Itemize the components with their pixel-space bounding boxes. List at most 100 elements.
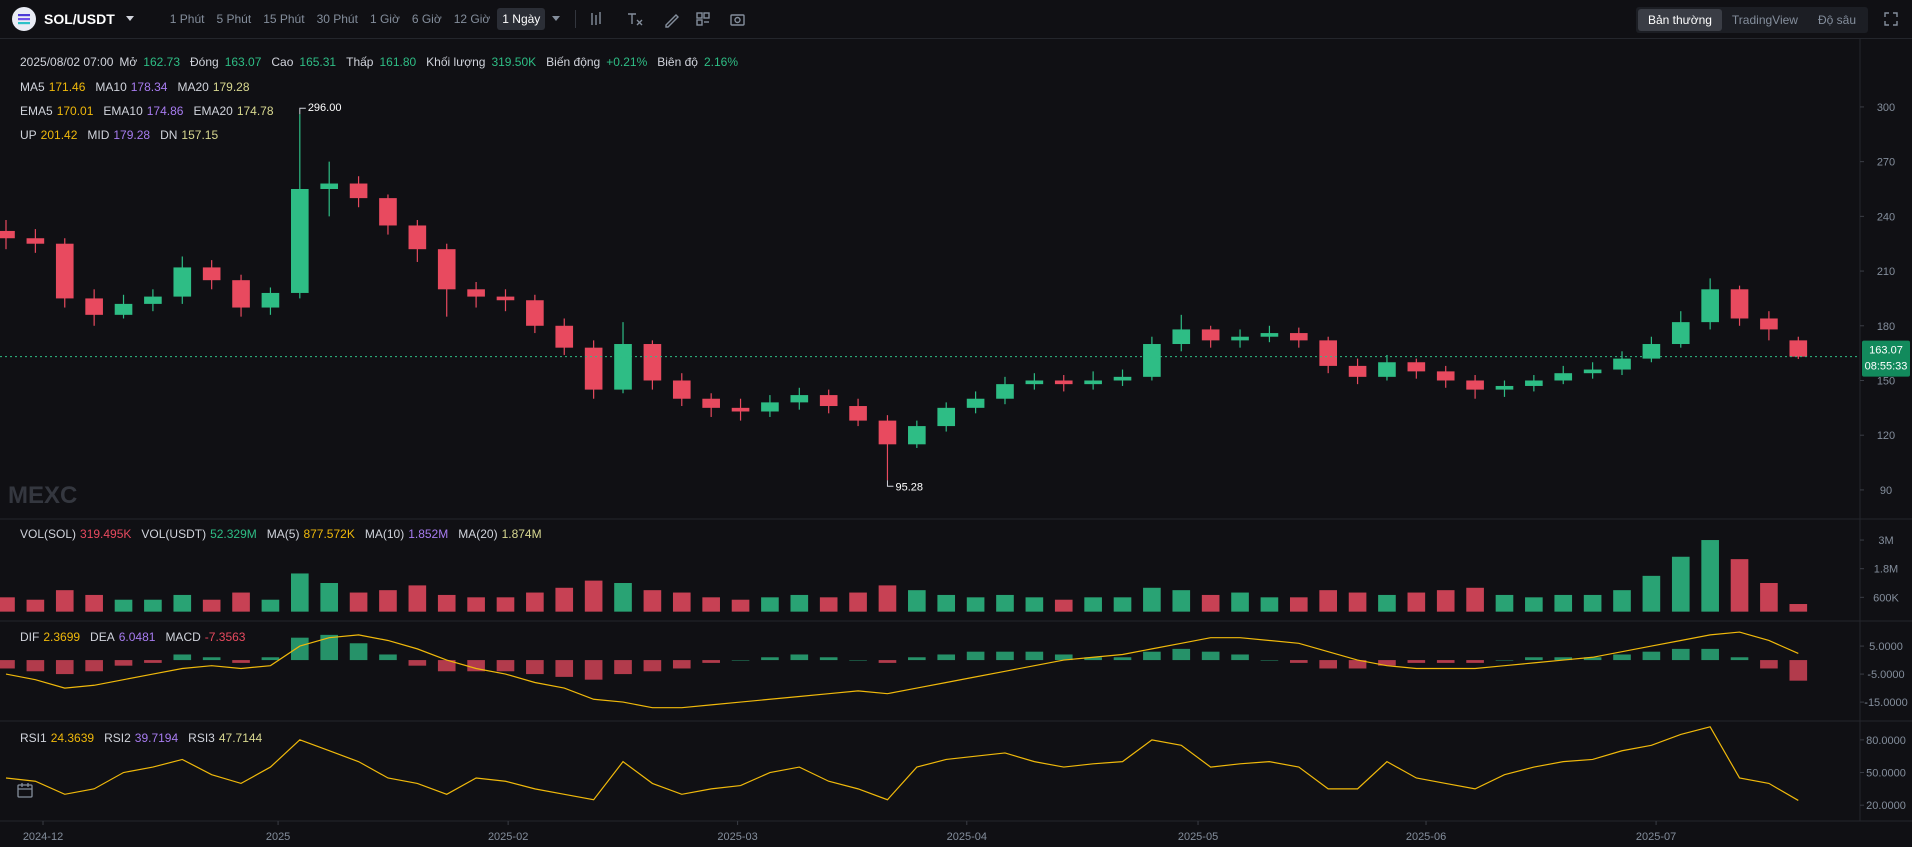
- interval-dropdown[interactable]: [551, 15, 561, 23]
- symbol[interactable]: SOL/USDT: [44, 11, 115, 27]
- macd-bar: [702, 660, 720, 663]
- candle-body: [55, 243, 74, 299]
- volume-bar: [379, 590, 397, 612]
- x-tick-label: 2025-02: [488, 831, 528, 843]
- legend-value: 6.0481: [118, 630, 156, 644]
- macd-bar: [173, 654, 192, 661]
- interval-button[interactable]: 5 Phút: [216, 12, 252, 26]
- view-tab[interactable]: TradingView: [1731, 13, 1798, 27]
- volume-bar: [526, 592, 544, 612]
- separator: [575, 10, 577, 28]
- candle-body: [1671, 322, 1690, 345]
- volume-bar: [1260, 597, 1279, 612]
- volume-bar: [1054, 599, 1073, 612]
- legend-value: 2.3699: [43, 630, 81, 644]
- candle-body: [966, 398, 985, 408]
- macd-bar: [996, 651, 1014, 661]
- interval-button[interactable]: 6 Giờ: [411, 12, 442, 26]
- volume-bar: [1319, 590, 1337, 612]
- candle-body: [1260, 333, 1279, 337]
- macd-bar: [1113, 657, 1132, 661]
- candle-date: 2025/08/02 07:00: [20, 55, 114, 69]
- legend-name: MACD: [165, 630, 201, 644]
- volume-bar: [26, 599, 45, 612]
- candle-body: [1231, 336, 1249, 341]
- legend-value: 877.572K: [303, 527, 355, 541]
- indicator-legend: VOL(SOL) 319.495K VOL(USDT) 52.329M MA(5) 877…: [20, 527, 548, 541]
- indicator-legend: MA5 171.46 MA10 178.34 MA20 179.28: [20, 80, 256, 94]
- fullscreen-button[interactable]: [1884, 12, 1898, 26]
- legend-value: 171.46: [48, 80, 86, 94]
- volume-bar: [408, 585, 427, 612]
- macd-bar: [731, 660, 750, 661]
- candle-body: [1054, 380, 1073, 385]
- candle-body: [232, 280, 250, 308]
- calendar-icon[interactable]: [17, 783, 33, 798]
- macd-bar: [408, 660, 427, 666]
- legend-name: MA20: [177, 80, 209, 94]
- tool-icons[interactable]: [588, 9, 788, 29]
- symbol-dropdown[interactable]: [125, 15, 135, 23]
- macd-bar: [1025, 651, 1044, 661]
- y-tick-label: 3M: [1878, 535, 1893, 547]
- volume-bar: [320, 583, 339, 612]
- interval-button[interactable]: 1 Giờ: [369, 12, 400, 26]
- info-value: +0.21%: [606, 55, 648, 69]
- volume-bar: [1583, 594, 1602, 612]
- interval-button[interactable]: 1 Ngày: [497, 8, 546, 30]
- interval-button[interactable]: 15 Phút: [263, 12, 305, 26]
- volume-bar: [1407, 592, 1426, 612]
- volume-bar: [996, 594, 1014, 612]
- macd-bar: [1525, 657, 1543, 661]
- x-tick-label: 2024-12: [23, 831, 63, 843]
- candle-body: [1789, 340, 1808, 357]
- volume-bar: [849, 592, 867, 612]
- y-tick-label: 240: [1877, 211, 1895, 223]
- y-tick-label: 80.0000: [1866, 735, 1906, 747]
- candle-body: [526, 300, 544, 326]
- min-label: 95.28: [895, 481, 923, 493]
- legend-value: 178.34: [130, 80, 168, 94]
- toolbar: SOL/USDT 1 Phút 5 Phút 15 Phút 30 Phút 1 Giờ…: [0, 0, 1912, 39]
- macd-bar: [1671, 648, 1690, 661]
- x-tick-label: 2025-03: [717, 831, 757, 843]
- volume-bar: [144, 599, 162, 612]
- macd-bar: [1789, 660, 1808, 681]
- legend-name: EMA20: [193, 104, 233, 118]
- candle-body: [1084, 380, 1102, 385]
- info-label: Mở: [119, 55, 138, 69]
- interval-button[interactable]: 1 Phút: [169, 12, 205, 26]
- interval-button[interactable]: 12 Giờ: [453, 12, 491, 26]
- legend-name: MA10: [95, 80, 127, 94]
- candle-body: [819, 395, 838, 407]
- volume-bar: [1701, 540, 1719, 612]
- interval-button[interactable]: 30 Phút: [316, 12, 358, 26]
- macd-bar: [584, 660, 603, 680]
- y-tick-label: 180: [1877, 321, 1895, 333]
- chart: MEXC 90 120 150 180 210 240 270 300 296.00 95.28 1…: [0, 39, 1912, 847]
- candle-body: [1554, 373, 1573, 381]
- volume-bar: [1466, 587, 1484, 612]
- legend-value: 201.42: [40, 128, 78, 142]
- volume-bar: [1348, 592, 1367, 612]
- legend-name: MA(5): [266, 527, 300, 541]
- volume-bar: [1378, 594, 1396, 612]
- view-tab[interactable]: Bản thường: [1637, 9, 1722, 31]
- last-price-label: 163.07: [1869, 345, 1903, 357]
- info-label: Cao: [271, 55, 294, 69]
- macd-bar: [1084, 657, 1102, 661]
- volume-bar: [731, 599, 750, 612]
- volume-bar: [643, 590, 662, 612]
- candle-body: [702, 398, 720, 408]
- info-value: 2.16%: [703, 55, 738, 69]
- macd-bar: [1143, 651, 1161, 661]
- macd-bar: [349, 643, 368, 661]
- volume-bar: [1671, 556, 1690, 612]
- macd-bar: [437, 660, 456, 672]
- y-tick-label: 90: [1880, 485, 1892, 497]
- volume-bar: [0, 597, 15, 612]
- volume-bar: [1113, 597, 1132, 612]
- indicator-legend: RSI1 24.3639 RSI2 39.7194 RSI3 47.7144: [20, 731, 268, 745]
- candle-body: [1760, 318, 1778, 330]
- view-tab[interactable]: Độ sâu: [1817, 13, 1856, 27]
